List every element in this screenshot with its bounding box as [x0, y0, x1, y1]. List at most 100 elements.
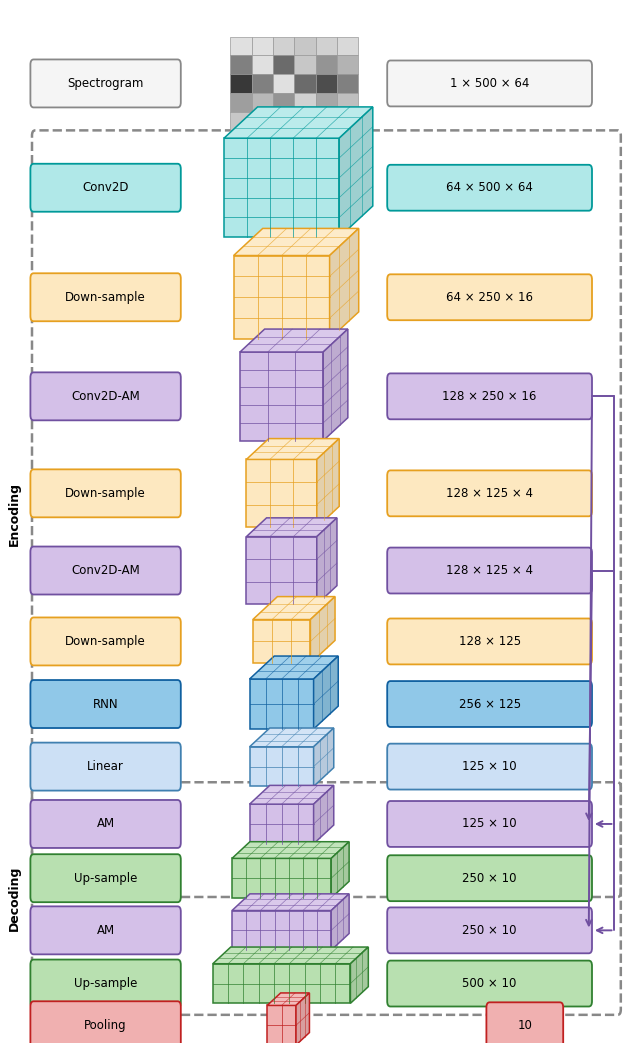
FancyBboxPatch shape — [31, 906, 181, 954]
FancyBboxPatch shape — [387, 618, 592, 664]
Text: 125 × 10: 125 × 10 — [462, 818, 517, 830]
Text: Conv2D-AM: Conv2D-AM — [71, 390, 140, 403]
Polygon shape — [224, 139, 339, 238]
Bar — [273, 37, 294, 55]
Text: 64 × 500 × 64: 64 × 500 × 64 — [446, 181, 533, 194]
FancyBboxPatch shape — [31, 743, 181, 791]
Bar — [316, 55, 337, 74]
Text: AM: AM — [97, 924, 115, 937]
Bar — [230, 74, 252, 93]
Text: Decoding: Decoding — [8, 866, 20, 931]
FancyBboxPatch shape — [31, 547, 181, 595]
Text: Spectrogram: Spectrogram — [67, 77, 144, 90]
Bar — [337, 112, 358, 130]
FancyBboxPatch shape — [31, 164, 181, 212]
FancyBboxPatch shape — [31, 680, 181, 728]
Polygon shape — [250, 679, 314, 729]
FancyBboxPatch shape — [31, 1001, 181, 1043]
Bar — [294, 37, 316, 55]
Bar — [230, 55, 252, 74]
Polygon shape — [268, 1005, 296, 1043]
FancyBboxPatch shape — [387, 681, 592, 727]
Polygon shape — [250, 747, 314, 786]
Text: 125 × 10: 125 × 10 — [462, 760, 517, 773]
FancyBboxPatch shape — [31, 469, 181, 517]
Polygon shape — [232, 858, 332, 898]
Bar — [337, 37, 358, 55]
Polygon shape — [314, 785, 334, 844]
Bar — [337, 93, 358, 112]
Text: Encoding: Encoding — [8, 482, 20, 545]
FancyBboxPatch shape — [387, 373, 592, 419]
Text: Down-sample: Down-sample — [65, 487, 146, 500]
Polygon shape — [332, 842, 349, 898]
FancyBboxPatch shape — [31, 617, 181, 665]
Bar — [230, 112, 252, 130]
Polygon shape — [310, 597, 335, 663]
FancyBboxPatch shape — [387, 855, 592, 901]
Polygon shape — [330, 228, 359, 339]
Text: 1 × 500 × 64: 1 × 500 × 64 — [450, 77, 529, 90]
FancyBboxPatch shape — [31, 273, 181, 321]
Polygon shape — [250, 656, 339, 679]
Text: Linear: Linear — [87, 760, 124, 773]
Bar — [252, 112, 273, 130]
Bar — [252, 93, 273, 112]
Text: 256 × 125: 256 × 125 — [458, 698, 521, 710]
FancyBboxPatch shape — [31, 854, 181, 902]
FancyBboxPatch shape — [31, 59, 181, 107]
FancyBboxPatch shape — [387, 470, 592, 516]
Bar — [294, 55, 316, 74]
FancyBboxPatch shape — [387, 744, 592, 790]
Polygon shape — [250, 728, 334, 747]
Polygon shape — [323, 330, 348, 441]
Polygon shape — [232, 894, 349, 911]
Bar — [316, 112, 337, 130]
Bar — [230, 37, 252, 55]
Polygon shape — [232, 911, 332, 950]
Polygon shape — [314, 728, 334, 786]
Text: 10: 10 — [517, 1019, 532, 1032]
FancyBboxPatch shape — [387, 801, 592, 847]
Text: Down-sample: Down-sample — [65, 291, 146, 304]
Text: 250 × 10: 250 × 10 — [462, 872, 517, 884]
Polygon shape — [317, 517, 337, 605]
Bar — [252, 74, 273, 93]
Bar — [294, 93, 316, 112]
Polygon shape — [250, 804, 314, 844]
Bar — [316, 37, 337, 55]
Polygon shape — [224, 107, 372, 139]
Polygon shape — [232, 842, 349, 858]
Polygon shape — [317, 438, 339, 528]
Polygon shape — [240, 330, 348, 353]
Bar — [316, 93, 337, 112]
Polygon shape — [314, 656, 339, 729]
Text: 128 × 125 × 4: 128 × 125 × 4 — [446, 564, 533, 577]
Polygon shape — [296, 993, 310, 1043]
FancyBboxPatch shape — [486, 1002, 563, 1043]
Text: Pooling: Pooling — [84, 1019, 127, 1032]
Polygon shape — [250, 785, 334, 804]
FancyBboxPatch shape — [387, 548, 592, 593]
Polygon shape — [351, 947, 369, 1003]
Text: 128 × 125: 128 × 125 — [458, 635, 521, 648]
Text: 250 × 10: 250 × 10 — [462, 924, 517, 937]
Bar — [273, 93, 294, 112]
Bar — [294, 112, 316, 130]
Polygon shape — [268, 993, 310, 1005]
Polygon shape — [246, 438, 339, 459]
Bar — [230, 93, 252, 112]
Bar — [294, 74, 316, 93]
Polygon shape — [246, 536, 317, 605]
FancyBboxPatch shape — [387, 274, 592, 320]
Polygon shape — [246, 517, 337, 536]
Bar — [337, 74, 358, 93]
Polygon shape — [339, 107, 372, 238]
Text: 128 × 125 × 4: 128 × 125 × 4 — [446, 487, 533, 500]
Polygon shape — [332, 894, 349, 950]
FancyBboxPatch shape — [387, 907, 592, 953]
Polygon shape — [234, 256, 330, 339]
Bar — [252, 55, 273, 74]
Polygon shape — [246, 459, 317, 528]
FancyBboxPatch shape — [31, 960, 181, 1008]
